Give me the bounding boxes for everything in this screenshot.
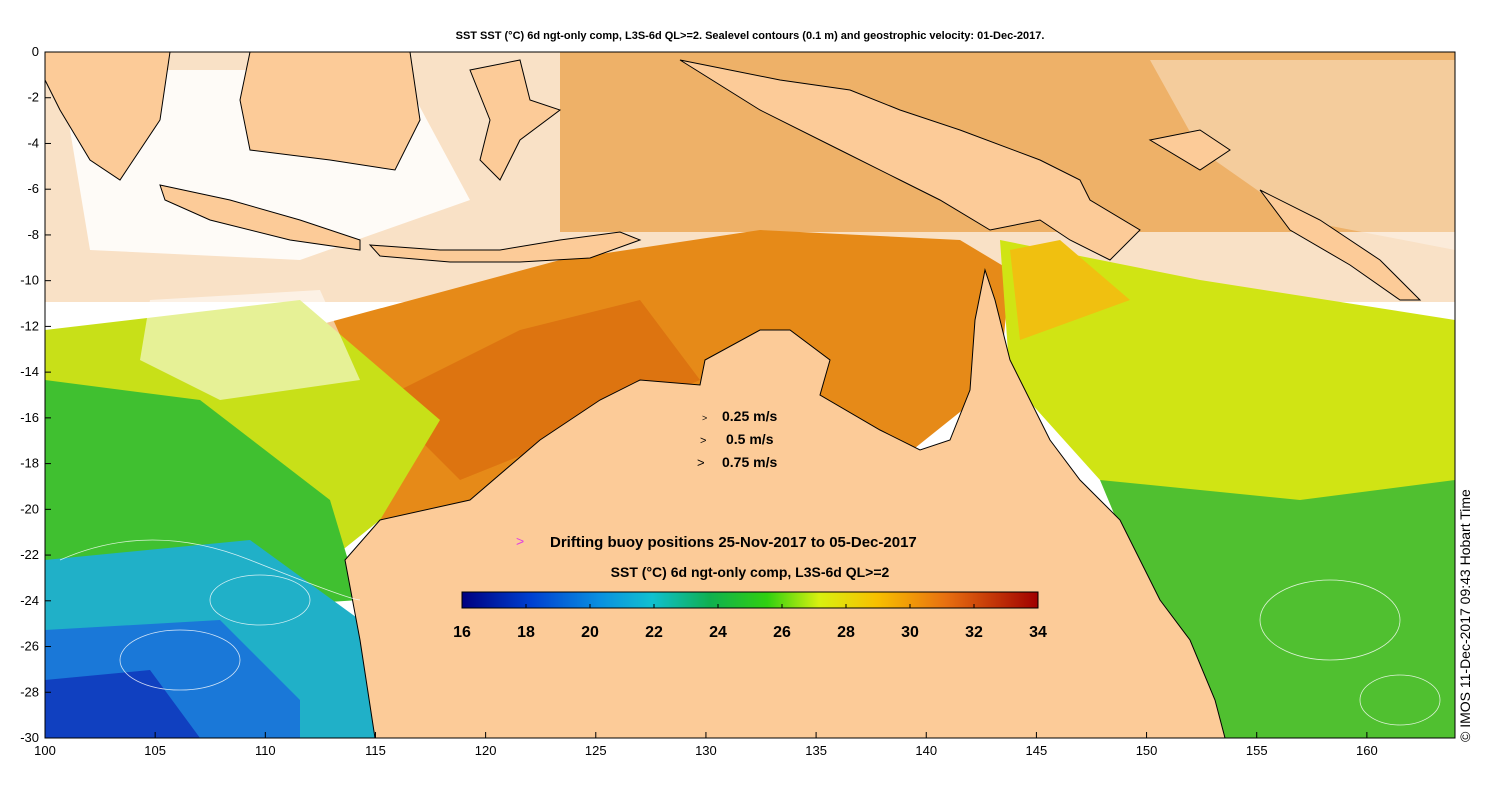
land-java (159, 184, 361, 251)
x-tick-label: 155 (1246, 743, 1268, 758)
x-tick-label: 145 (1026, 743, 1048, 758)
colorbar-ticks: 16 18 20 22 24 26 28 30 32 34 (453, 604, 1047, 641)
land-lesser-sunda (368, 231, 642, 263)
plot-frame (44, 51, 1456, 739)
y-tick-label: -30 (20, 730, 39, 745)
y-tick-label: -8 (27, 227, 39, 242)
colorbar-tick-label: 30 (901, 624, 919, 641)
land-sumatra (45, 52, 171, 181)
x-tick-label: 115 (365, 743, 386, 758)
buoy-legend-label: Drifting buoy positions 25-Nov-2017 to 0… (550, 534, 917, 551)
colorbar (461, 591, 1039, 609)
credit-text: © IMOS 11-Dec-2017 09:43 Hobart Time (1457, 489, 1473, 742)
land-masses (45, 52, 1422, 738)
y-tick-label: -12 (20, 318, 39, 333)
y-tick-label: -10 (20, 273, 39, 288)
land-borneo (239, 52, 421, 171)
colorbar-tick-label: 34 (1029, 624, 1047, 641)
velocity-label-3: 0.75 m/s (722, 454, 777, 470)
x-tick-label: 150 (1136, 743, 1158, 758)
velocity-legend: > 0.25 m/s > 0.5 m/s > 0.75 m/s (697, 408, 777, 470)
y-tick-label: -4 (27, 135, 39, 150)
y-tick-label: -20 (20, 501, 39, 516)
y-tick-label: -22 (20, 547, 39, 562)
x-tick-label: 110 (255, 743, 276, 758)
x-tick-label: 125 (585, 743, 607, 758)
y-tick-label: -24 (20, 593, 39, 608)
land-solomon-islands (1259, 189, 1422, 301)
colorbar-tick-label: 28 (837, 624, 855, 641)
colorbar-tick-label: 24 (709, 624, 727, 641)
land-australia (344, 268, 1226, 738)
velocity-label-2: 0.5 m/s (726, 431, 774, 447)
colorbar-tick-label: 22 (645, 624, 663, 641)
buoy-marker: > (516, 533, 524, 549)
velocity-marker-large: > (697, 455, 705, 470)
land-new-britain (1148, 129, 1231, 171)
map-title: SST SST (°C) 6d ngt-only comp, L3S-6d QL… (455, 30, 1045, 42)
x-tick-label: 120 (475, 743, 497, 758)
x-tick-label: 160 (1356, 743, 1378, 758)
x-tick-label: 140 (915, 743, 937, 758)
land-new-guinea (679, 59, 1141, 261)
y-axis: 0 -2 -4 -6 -8 -10 -12 -14 -16 -18 -20 -22 -24 -26 -28 -… (20, 44, 51, 745)
x-tick-label: 100 (34, 743, 56, 758)
velocity-marker-medium: > (700, 435, 706, 447)
y-tick-label: -6 (27, 181, 39, 196)
y-tick-label: -2 (27, 90, 39, 105)
sealevel-contours (59, 539, 1441, 726)
land-sulawesi (469, 59, 562, 181)
velocity-marker-small: > (702, 413, 707, 423)
y-tick-label: -26 (20, 639, 39, 654)
velocity-label-1: 0.25 m/s (722, 408, 777, 424)
colorbar-tick-label: 16 (453, 624, 471, 641)
y-tick-label: -28 (20, 684, 39, 699)
colorbar-tick-label: 26 (773, 624, 791, 641)
y-tick-label: -16 (20, 410, 39, 425)
colorbar-tick-label: 32 (965, 624, 983, 641)
x-tick-label: 105 (144, 743, 166, 758)
x-tick-label: 130 (695, 743, 717, 758)
colorbar-tick-label: 18 (517, 624, 535, 641)
colorbar-tick-label: 20 (581, 624, 599, 641)
y-tick-label: -14 (20, 364, 39, 379)
x-axis: 100 105 110 115 120 125 130 135 140 145 150 155 160 (34, 732, 1378, 758)
y-tick-label: 0 (32, 44, 39, 59)
x-tick-label: 135 (805, 743, 827, 758)
colorbar-title: SST (°C) 6d ngt-only comp, L3S-6d QL>=2 (611, 564, 890, 580)
y-tick-label: -18 (20, 456, 39, 471)
